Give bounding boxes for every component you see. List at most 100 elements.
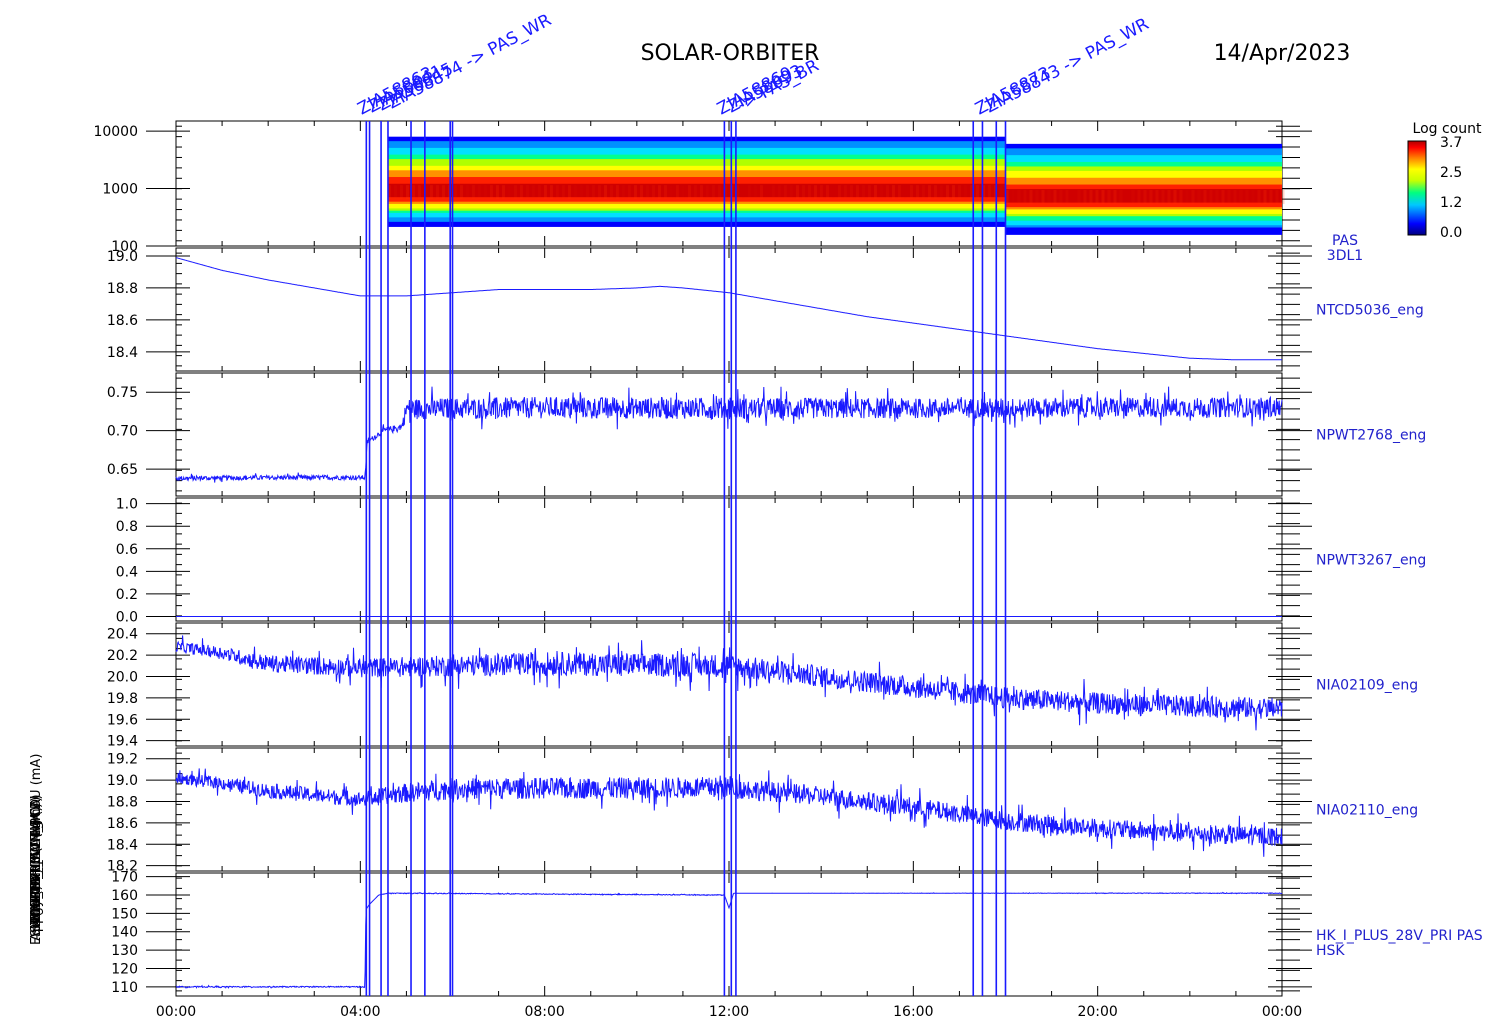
spectrogram-texture — [675, 185, 679, 200]
y-tick-label: 18.4 — [107, 345, 138, 361]
spectrogram-texture — [657, 185, 661, 200]
spectrogram-texture — [807, 185, 811, 200]
y-tick-label: 100 — [111, 239, 138, 255]
y-tick-label: 18.4 — [107, 837, 138, 853]
spectrogram-texture — [951, 185, 955, 200]
x-tick-label: 00:00 — [1262, 1004, 1302, 1020]
y-tick-label: 20.0 — [107, 669, 138, 685]
spectrogram-texture — [1263, 189, 1267, 204]
spectrogram-texture — [1059, 189, 1063, 204]
spectrogram-cell — [1005, 168, 1282, 172]
panel-1: 19.0 18.8 18.6 18.4 NTCD5036_eng — [107, 247, 1424, 372]
spectrogram-cell — [387, 206, 1006, 210]
spectrogram-cell — [1005, 198, 1282, 201]
spectrogram-texture — [1215, 189, 1219, 204]
spectrogram-texture — [969, 185, 973, 200]
event-marker-label: ZIA58874 -> PAS_WR — [385, 10, 555, 113]
spectrogram-cell — [387, 181, 1006, 185]
spectrogram-texture — [417, 185, 421, 200]
spectrogram-texture — [1245, 189, 1249, 204]
spectrogram-texture — [1221, 189, 1225, 204]
spectrogram-cell — [1005, 148, 1282, 152]
panel-2: 0.75 0.70 0.65 NPWT2768_eng — [107, 372, 1426, 497]
spectrogram-texture — [891, 185, 895, 200]
spectrogram-texture — [483, 185, 487, 200]
y-tick-label: 19.8 — [107, 691, 138, 707]
y-axis-caption: THERM_ICA4 (mA) — [29, 806, 44, 926]
y-tick-label: 19.0 — [107, 773, 138, 789]
spectrogram-texture — [1257, 189, 1261, 204]
y-tick-label: 0.8 — [116, 519, 138, 535]
y-tick-label: 0.70 — [107, 424, 138, 440]
spectrogram-texture — [633, 185, 637, 200]
colorbar-tick-label: 2.5 — [1440, 165, 1462, 181]
spectrogram-texture — [777, 185, 781, 200]
spectrogram-cell — [1005, 209, 1282, 213]
spectrogram-texture — [531, 185, 535, 200]
spectrogram-texture — [411, 185, 415, 200]
spectrogram-texture — [1017, 189, 1021, 204]
spectrogram-texture — [1203, 189, 1207, 204]
spectrogram-texture — [1023, 189, 1027, 204]
spectrogram-texture — [1233, 189, 1237, 204]
spectrogram-cell — [1005, 222, 1282, 226]
spectrogram-cell — [387, 210, 1006, 214]
spectrogram-cell — [387, 174, 1006, 178]
colorbar-tick-label: 1.2 — [1440, 195, 1462, 211]
spectrogram-texture — [789, 185, 793, 200]
spectrogram-texture — [759, 185, 763, 200]
spectrogram-cell — [387, 197, 1006, 201]
spectrogram-texture — [837, 185, 841, 200]
spectrogram-cell — [1005, 229, 1282, 233]
colorbar: Log count 3.7 2.5 1.2 0.0 — [1407, 121, 1482, 241]
y-tick-label: 18.6 — [107, 313, 138, 329]
y-tick-label: 10000 — [93, 124, 138, 140]
spectrogram-texture — [921, 185, 925, 200]
spectrogram-texture — [1186, 190, 1189, 204]
series-line — [175, 386, 1283, 483]
x-tick-label: 20:00 — [1077, 1004, 1117, 1020]
spectrogram-texture — [549, 185, 553, 200]
spectrogram-texture — [1095, 189, 1099, 204]
spectrogram-texture — [1209, 189, 1213, 204]
spectrogram-texture — [1197, 189, 1201, 204]
panel-frame — [175, 622, 1283, 747]
spectrogram-cell — [387, 154, 1006, 158]
spectrogram-texture — [1012, 190, 1015, 204]
spectrogram-cell — [1005, 232, 1282, 235]
panel-label: HSK — [1316, 943, 1345, 959]
panel-label: PAS — [1332, 233, 1358, 249]
spectrogram-cell — [387, 159, 1006, 162]
spectrogram-texture — [1155, 189, 1159, 204]
spectrogram-cell — [387, 212, 1006, 216]
y-axis-caption: SIO_HK_IMON_PCDU (mA) — [29, 754, 44, 921]
spectrogram-cell — [387, 156, 1006, 160]
spectrogram-texture — [849, 185, 853, 200]
series-line — [175, 257, 1282, 361]
spectrogram-texture — [501, 185, 505, 200]
panel-6: 170 160 150 140 130 120 110 HK_I_PLUS_28V_PRI P… — [111, 870, 1483, 997]
series-line — [176, 891, 1283, 989]
y-axis-caption: Approx Temp (Deg C) — [29, 803, 44, 941]
y-tick-label: 1000 — [102, 182, 138, 198]
panel-frame — [175, 872, 1283, 997]
panel-label: NIA02109_eng — [1316, 678, 1418, 694]
spectrogram-texture — [1065, 189, 1069, 204]
spectrogram-texture — [555, 185, 559, 200]
spectrogram-cell — [1005, 184, 1282, 188]
spectrogram-cell — [387, 163, 1006, 167]
x-tick-label: 04:00 — [340, 1004, 380, 1020]
spectrogram-cell — [387, 170, 1006, 174]
spectrogram-texture — [477, 185, 481, 200]
spectrogram-cell — [387, 161, 1006, 165]
y-tick-label: 150 — [111, 906, 138, 922]
spectrogram-texture — [915, 185, 919, 200]
spectrogram-cell — [1005, 170, 1282, 174]
spectrogram-texture — [795, 185, 799, 200]
y-tick-label: 20.4 — [107, 627, 138, 643]
spectrogram-texture — [754, 185, 757, 199]
y-axis-caption: SWA-EAS-RSW TM (V) — [29, 797, 44, 937]
spectrogram-texture — [670, 185, 673, 199]
spectrogram-texture — [519, 185, 523, 200]
y-tick-label: 0.2 — [116, 587, 138, 603]
